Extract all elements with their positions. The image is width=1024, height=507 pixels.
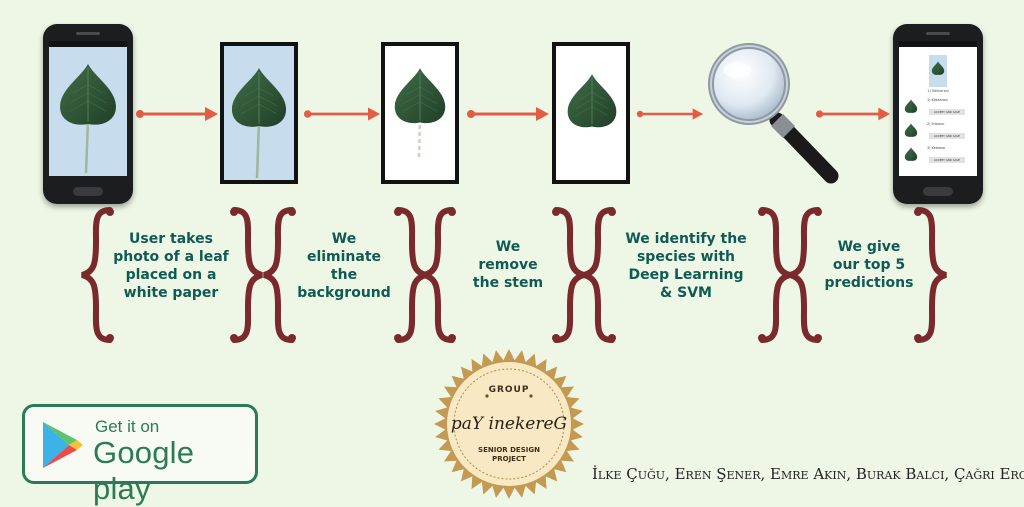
step-2-line: the bbox=[330, 267, 358, 283]
step-4-line: We identify the bbox=[625, 231, 747, 247]
right-arrow-icon bbox=[465, 105, 551, 123]
step-1-line: photo of a leaf bbox=[113, 249, 229, 265]
step-1-line: white paper bbox=[123, 285, 219, 301]
step-2-text: We eliminate the background bbox=[284, 230, 404, 302]
google-play-logo-icon bbox=[43, 422, 83, 468]
result-row[interactable]: 3) Kestane ACCEPT AND SAVE bbox=[903, 145, 973, 167]
right-arrow-icon bbox=[636, 106, 704, 122]
right-arrow-icon bbox=[303, 106, 381, 122]
step-4-line: & SVM bbox=[660, 285, 712, 301]
result-label: 3) Kestane bbox=[927, 146, 946, 150]
result-row[interactable]: 2) Ihlamur ACCEPT AND SAVE bbox=[903, 121, 973, 143]
step-4-text: We identify the species with Deep Learni… bbox=[610, 230, 762, 302]
result-row[interactable]: 1) Kökkarası ACCEPT AND SAVE bbox=[903, 97, 973, 119]
phone-earpiece bbox=[926, 32, 950, 35]
leaf-final bbox=[567, 73, 617, 128]
accept-save-button[interactable]: ACCEPT AND SAVE bbox=[929, 109, 965, 115]
step-1-line: placed on a bbox=[125, 267, 217, 283]
query-thumbnail bbox=[929, 55, 947, 87]
image-background-eliminated bbox=[220, 42, 298, 184]
google-play-badge[interactable]: Get it on Google play bbox=[22, 404, 258, 506]
phone-original-photo bbox=[43, 24, 133, 204]
status-bar bbox=[899, 41, 977, 47]
step-5-line: We give bbox=[837, 239, 901, 255]
accept-save-button[interactable]: ACCEPT AND SAVE bbox=[929, 157, 965, 163]
phone-results-screen: 1) Kökkarası 1) Kökkarası ACCEPT AND SAV… bbox=[899, 41, 977, 176]
phone-results: 1) Kökkarası 1) Kökkarası ACCEPT AND SAV… bbox=[893, 24, 983, 204]
step-2-line: background bbox=[297, 285, 391, 301]
result-label: 2) Ihlamur bbox=[927, 122, 945, 126]
image-stem-removed bbox=[552, 42, 630, 184]
accept-save-button[interactable]: ACCEPT AND SAVE bbox=[929, 133, 965, 139]
step-5-line: our top 5 bbox=[832, 257, 906, 273]
step-3-text: We remove the stem bbox=[446, 238, 570, 292]
home-button bbox=[73, 187, 103, 196]
step-5-line: predictions bbox=[824, 275, 914, 291]
phone-earpiece bbox=[76, 32, 100, 35]
badge-bottom-text-1: SENIOR DESIGN bbox=[478, 446, 540, 454]
step-1-text: User takes photo of a leaf placed on a w… bbox=[106, 230, 236, 302]
badge-top-text: GROUP bbox=[488, 385, 530, 395]
step-3-line: We bbox=[495, 239, 521, 255]
magnifying-glass-icon bbox=[708, 43, 839, 184]
step-5-text: We give our top 5 predictions bbox=[806, 238, 932, 292]
google-play-line-1: Get it on bbox=[95, 417, 160, 436]
step-2-line: We bbox=[331, 231, 357, 247]
step-4-line: Deep Learning bbox=[628, 267, 744, 283]
step-1-line: User takes bbox=[129, 231, 213, 247]
leaf-cropped bbox=[231, 67, 287, 179]
badge-bottom-text-2: PROJECT bbox=[492, 455, 526, 463]
right-arrow-icon bbox=[815, 106, 891, 122]
leaf-photo bbox=[49, 47, 127, 176]
group-badge: GROUP paY inekereG SENIOR DESIGN PROJECT bbox=[433, 348, 585, 500]
image-white-background bbox=[381, 42, 459, 184]
step-4-line: species with bbox=[636, 249, 736, 265]
leaf-segmented bbox=[394, 67, 446, 159]
step-3-line: the stem bbox=[472, 275, 544, 291]
authors-line: İlke Çuğu, Eren Şener, Emre Akın, Burak … bbox=[592, 465, 1024, 483]
step-3-line: remove bbox=[478, 257, 538, 273]
result-label: 1) Kökkarası bbox=[927, 98, 948, 102]
status-bar bbox=[49, 41, 127, 47]
badge-group-name: paY inekereG bbox=[450, 414, 568, 434]
phone-screen bbox=[49, 41, 127, 176]
google-play-line-2: Google play bbox=[93, 435, 195, 506]
home-button bbox=[923, 187, 953, 196]
step-2-line: eliminate bbox=[306, 249, 382, 265]
result-header: 1) Kökkarası bbox=[927, 89, 949, 93]
right-arrow-icon bbox=[135, 105, 219, 123]
badge-seal bbox=[434, 349, 584, 499]
